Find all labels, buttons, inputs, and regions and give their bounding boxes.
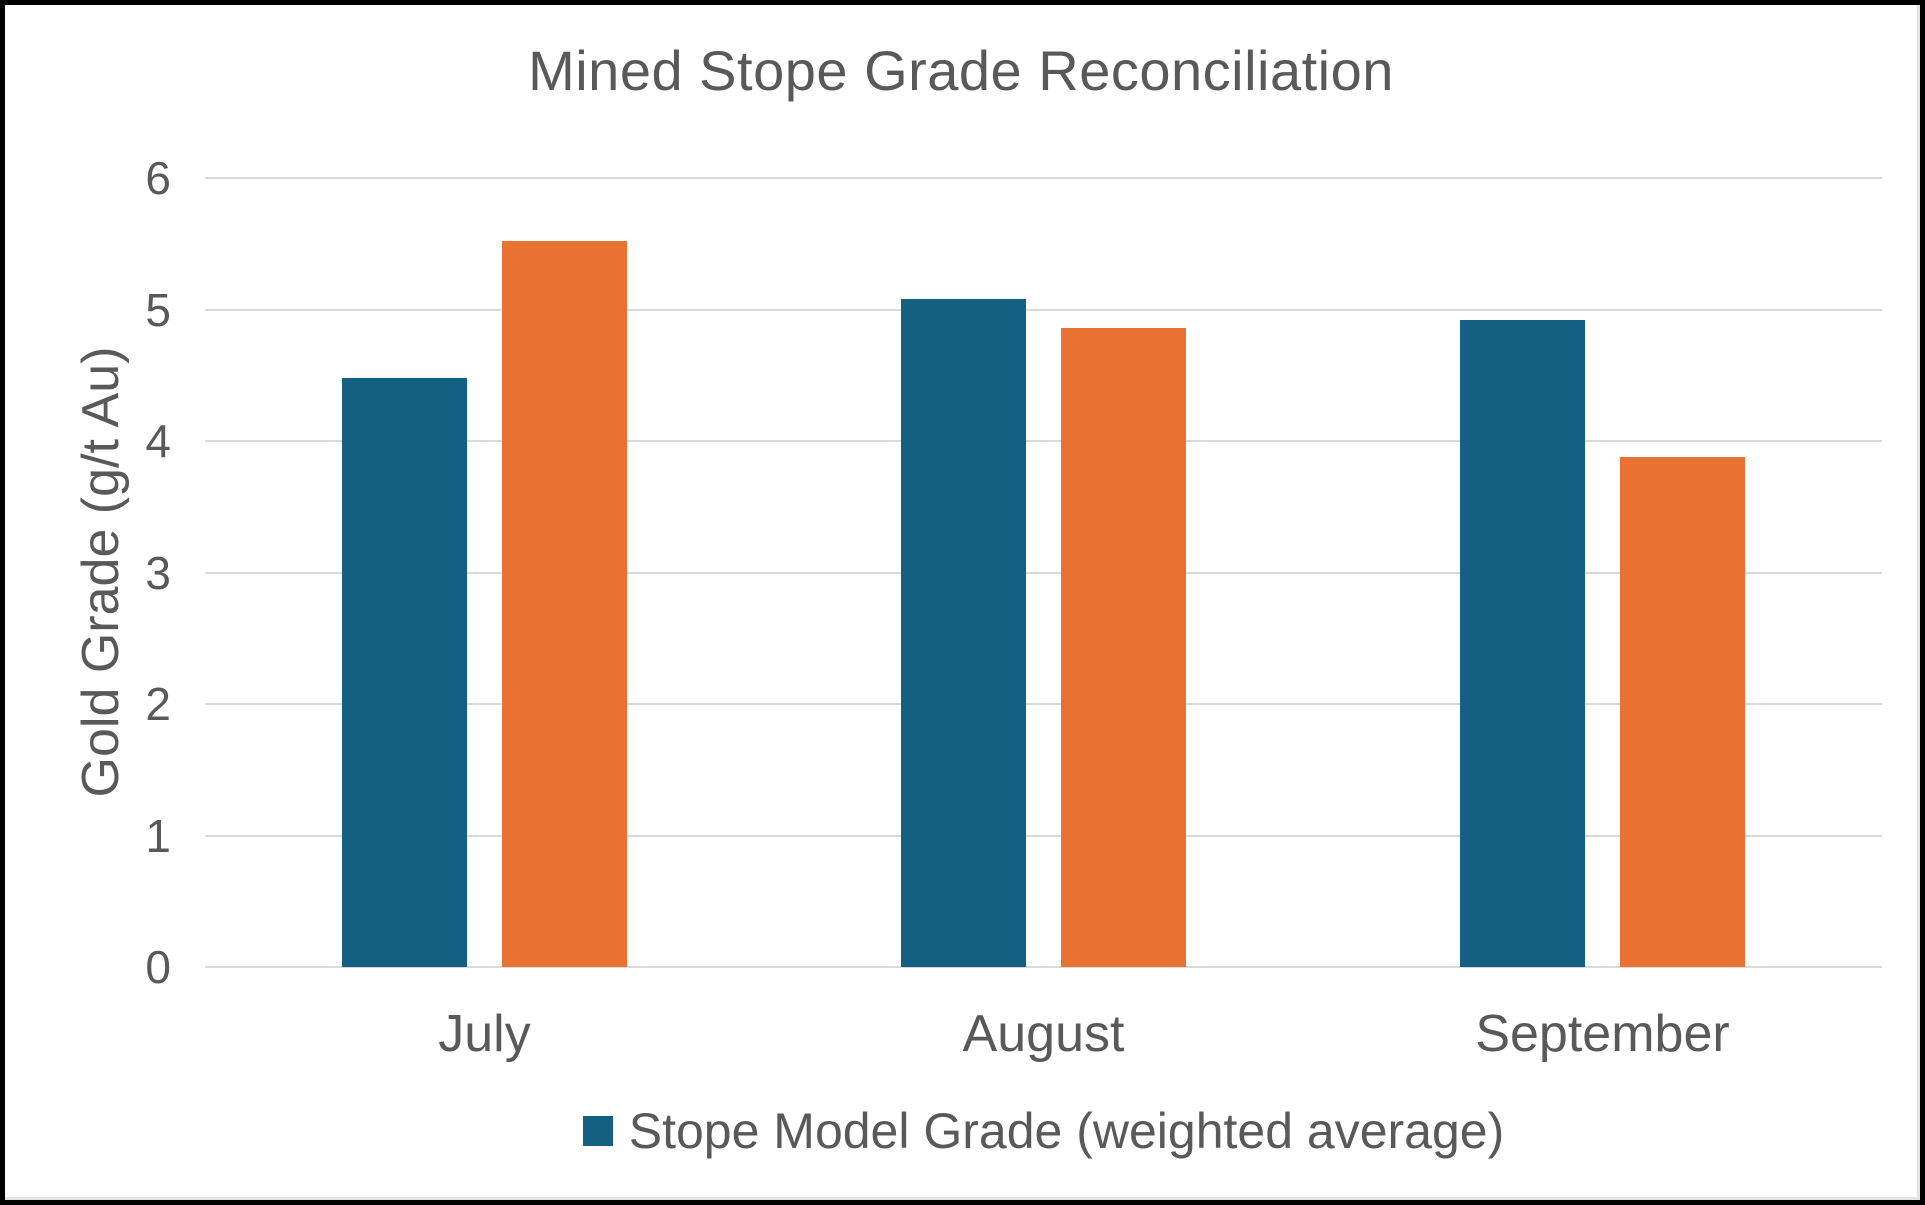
x-category-label: August [962,1005,1125,1063]
y-tick-label: 1 [145,809,171,862]
gridline [205,177,1882,179]
legend-label: Stope Model Grade (weighted average) [628,1103,1505,1159]
bar-august-series1 [901,298,1026,967]
x-category-label: July [438,1005,531,1063]
y-tick-label: 5 [145,283,171,336]
gridline [205,308,1882,311]
gridline [205,834,1882,837]
gridline [205,966,1882,968]
y-tick-label: 4 [145,415,171,467]
plot-area [205,177,1882,968]
gridline [205,571,1882,574]
y-tick-label: 6 [145,152,171,204]
legend: Stope Model Grade (weighted average) [205,1101,1882,1161]
bar-august-series2 [1061,327,1186,967]
y-tick-label: 0 [145,941,171,993]
y-tick-label: 2 [145,678,171,730]
gridline [205,440,1882,442]
legend-swatch-icon [582,1116,613,1146]
y-tick-label: 3 [145,546,171,599]
x-category-label: September [1475,1005,1730,1063]
bar-september-series1 [1460,320,1585,967]
chart-canvas: Mined Stope Grade Reconciliation Gold Gr… [5,5,1920,1200]
chart-title: Mined Stope Grade Reconciliation [528,39,1394,102]
gridline [205,703,1882,705]
bar-july-series1 [342,377,467,967]
bar-july-series2 [502,241,627,967]
bar-september-series2 [1620,456,1745,967]
